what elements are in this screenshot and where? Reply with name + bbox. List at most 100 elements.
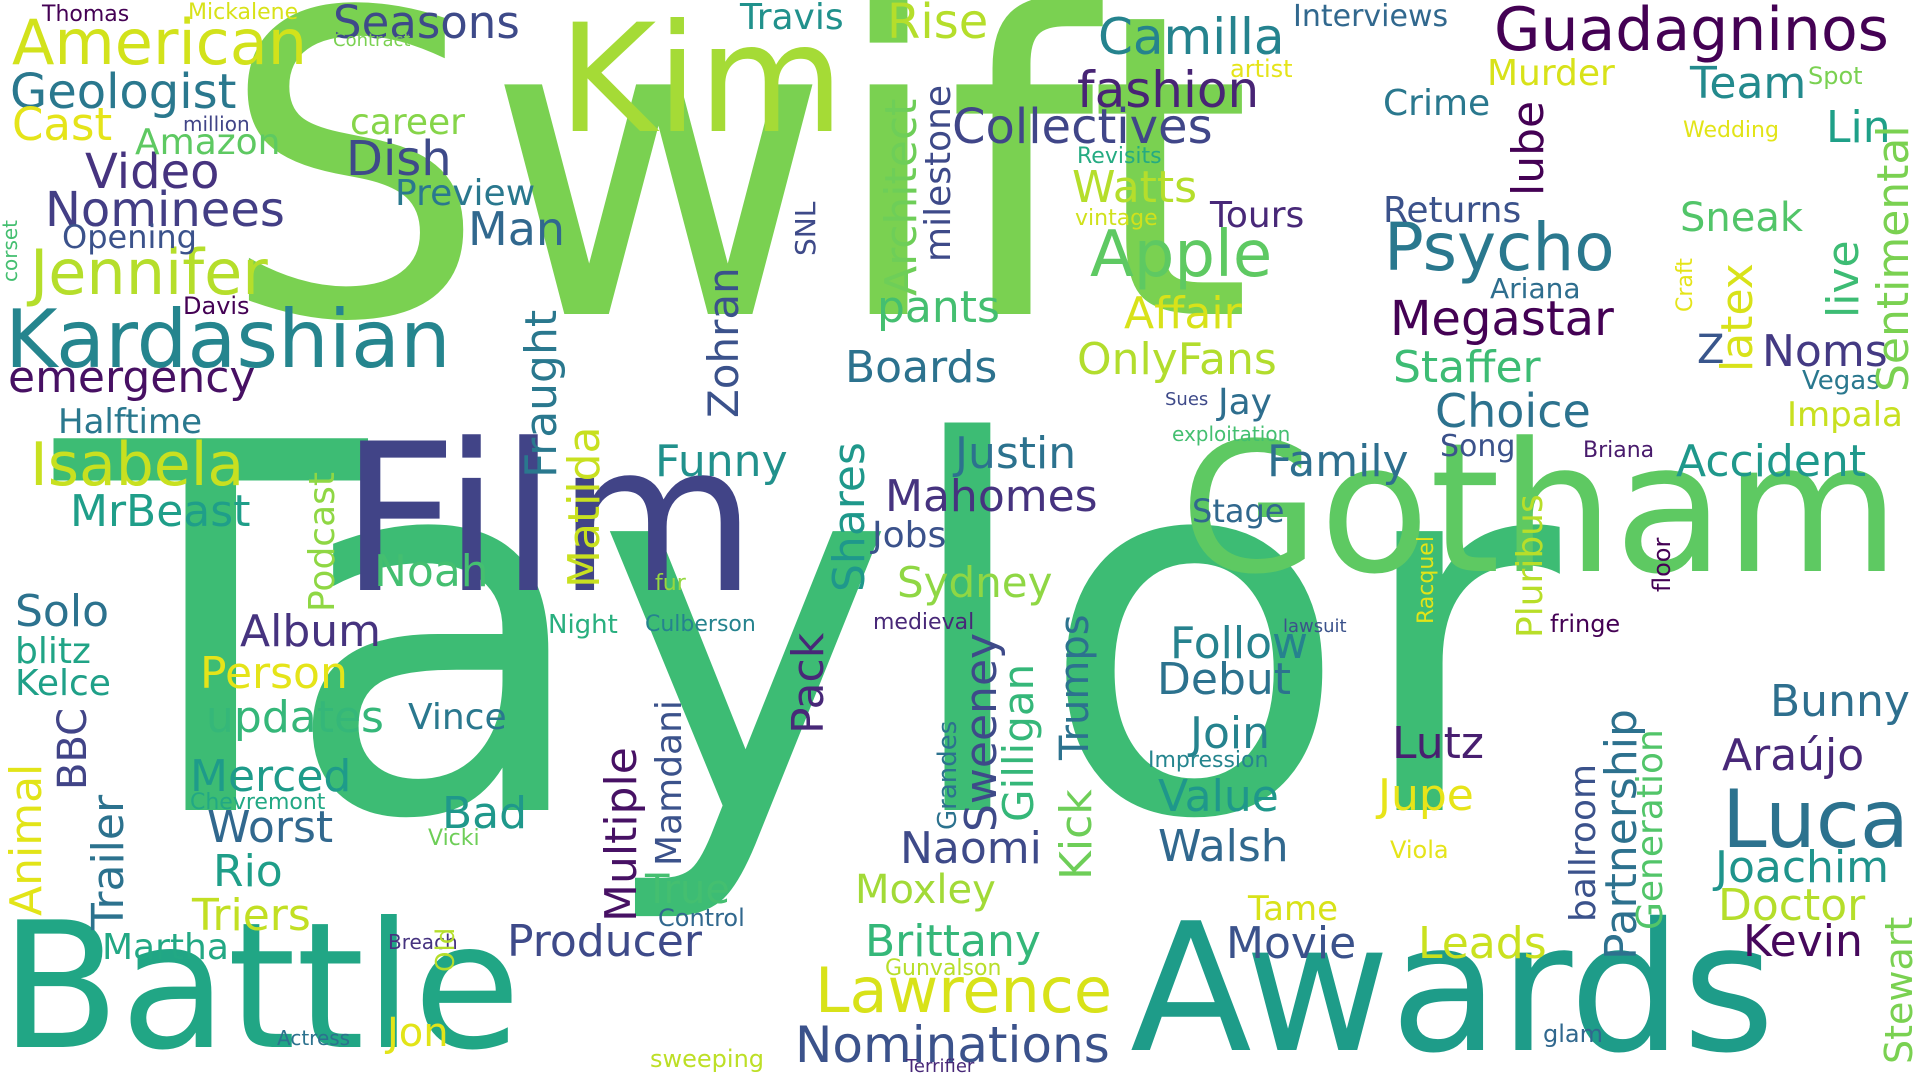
word-psycho: Psycho [1384, 209, 1615, 286]
word-staffer: Staffer [1393, 342, 1541, 393]
word-apple: Apple [1090, 218, 1273, 292]
word-amazon: Amazon [135, 122, 281, 163]
word-nominees: Nominees [45, 182, 285, 238]
word-battle: Battle [0, 886, 521, 1080]
word-mahomes: Mahomes [885, 471, 1098, 522]
word-tame: Tame [1248, 889, 1339, 929]
word-kelce: Kelce [15, 663, 111, 704]
word-lawsuit: lawsuit [1283, 616, 1347, 637]
word-gilligan: Gilligan [994, 663, 1043, 822]
word-collectives: Collectives [952, 99, 1213, 155]
word-breach: Breach [388, 930, 458, 954]
word-fringe: fringe [1550, 610, 1621, 638]
word-sydney: Sydney [897, 558, 1053, 607]
word-pack: Pack [783, 632, 834, 734]
word-rio: Rio [213, 846, 283, 897]
word-family: Family [1267, 436, 1409, 487]
word-stewart: Stewart [1877, 916, 1920, 1064]
word-sentimental: Sentimental [1868, 125, 1919, 392]
word-revisits: Revisits [1077, 144, 1162, 169]
word-video: Video [85, 144, 220, 200]
word-jon: Jon [387, 1010, 449, 1056]
word-watts: Watts [1072, 162, 1198, 213]
word-sneak: Sneak [1680, 195, 1804, 241]
word-fur: fur [655, 571, 686, 596]
word-fraught: Fraught [516, 309, 567, 478]
word-z: Z [1697, 327, 1725, 373]
word-returns: Returns [1383, 190, 1522, 231]
word-lutz: Lutz [1392, 718, 1484, 769]
word-dish: Dish [346, 131, 452, 187]
word-noah: Noah [374, 546, 489, 597]
word-live: live [1818, 240, 1869, 318]
word-choice: Choice [1435, 384, 1591, 438]
word-true: True [645, 867, 730, 913]
word-swift: Swift [220, 0, 1252, 414]
word-cast: Cast [12, 98, 113, 151]
word-triers: Triers [192, 890, 311, 941]
word-vegas: Vegas [1802, 366, 1880, 396]
word-lube: lube [1503, 100, 1554, 196]
word-person: Person [200, 648, 348, 699]
word-exploitation: exploitation [1172, 422, 1291, 446]
word-merced: Merced [190, 751, 352, 802]
word-preview: Preview [395, 173, 536, 214]
word-join: Join [1190, 708, 1271, 759]
word-kim: Kim [558, 0, 845, 167]
word-producer: Producer [507, 916, 702, 967]
word-funny: Funny [655, 436, 788, 487]
word-moxley: Moxley [855, 867, 996, 913]
word-terrifier: Terrifier [906, 1056, 975, 1077]
word-araujo: Araújo [1722, 730, 1865, 781]
word-leads: Leads [1418, 918, 1547, 969]
word-isabela: Isabela [30, 430, 245, 500]
word-briana: Briana [1583, 438, 1655, 463]
word-martha: Martha [102, 927, 229, 968]
word-vintage: vintage [1075, 206, 1158, 231]
word-nominations: Nominations [795, 1016, 1110, 1074]
word-viola: Viola [1390, 836, 1449, 864]
word-seasons: Seasons [333, 0, 520, 49]
word-value: Value [1158, 771, 1279, 822]
word-trailer: Trailer [83, 794, 134, 930]
word-artist: artist [1230, 55, 1293, 83]
word-opening: Opening [62, 218, 197, 256]
word-glam: glam [1543, 1020, 1603, 1048]
word-corset: corset [0, 219, 22, 282]
word-onlyfans: OnlyFans [1077, 334, 1277, 385]
word-fashion: fashion [1077, 61, 1260, 119]
word-emergency: emergency [8, 352, 256, 403]
word-vicki: Vicki [428, 826, 480, 851]
word-ariana: Ariana [1490, 272, 1581, 305]
word-matilda: Matilda [559, 426, 610, 588]
word-ballroom: ballroom [1563, 763, 1604, 922]
word-craft: Craft [1673, 258, 1698, 312]
word-travis: Travis [740, 0, 844, 38]
word-bad: Bad [442, 788, 528, 839]
word-taylor: Taylor [55, 338, 1560, 931]
word-updates: updates [206, 692, 384, 743]
word-medieval: medieval [873, 610, 975, 635]
word-latex: latex [1712, 263, 1763, 372]
word-naomi: Naomi [900, 823, 1042, 874]
word-zohran: Zohran [699, 267, 748, 418]
word-boards: Boards [845, 342, 998, 393]
word-accident: Accident [1676, 436, 1867, 487]
word-bunny: Bunny [1770, 676, 1910, 727]
word-doctor: Doctor [1718, 880, 1866, 931]
word-justin: Justin [955, 428, 1077, 479]
word-camilla: Camilla [1098, 8, 1285, 66]
word-kevin: Kevin [1743, 916, 1863, 967]
word-solo: Solo [15, 586, 109, 637]
word-american: American [12, 6, 308, 79]
word-interviews: Interviews [1293, 0, 1449, 34]
word-old: Old [431, 927, 461, 972]
word-blitz: blitz [15, 631, 91, 672]
word-kardashian: Kardashian [5, 293, 451, 386]
word-gotham: Gotham [1180, 405, 1900, 614]
word-song: Song [1440, 429, 1516, 464]
word-noms: Noms [1762, 326, 1888, 377]
word-jobs: Jobs [872, 515, 947, 556]
word-night: Night [548, 610, 618, 640]
word-guadagninos: Guadagninos [1494, 0, 1889, 65]
